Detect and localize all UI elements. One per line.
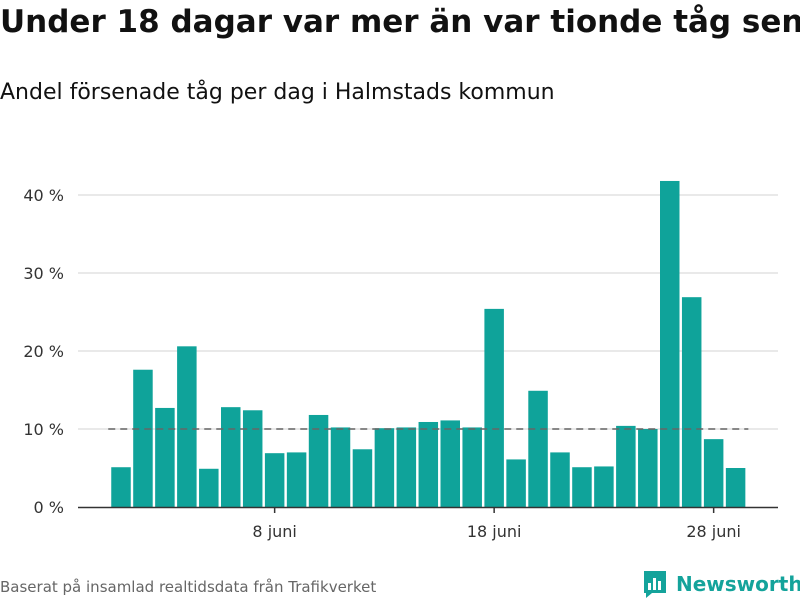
bar[interactable] [681,297,702,507]
x-tick-label: 28 juni [686,522,741,541]
y-tick-label: 20 % [23,342,64,361]
bar[interactable] [725,468,746,507]
bar[interactable] [660,180,680,507]
bar[interactable] [111,467,131,507]
bar[interactable] [199,468,219,507]
bar[interactable] [703,439,724,507]
bar[interactable] [242,410,263,507]
bar[interactable] [506,459,526,507]
bar[interactable] [462,427,482,507]
y-tick-label: 40 % [23,186,64,205]
y-tick-label: 10 % [23,420,64,439]
bar[interactable] [396,427,417,507]
x-axis: 8 juni 18 juni 28 juni [78,506,778,541]
source-note: Baserat på insamlad realtidsdata från Tr… [0,578,377,596]
bar[interactable] [528,390,548,507]
x-tick-label: 8 juni [252,522,296,541]
bar[interactable] [308,414,329,507]
bar[interactable] [440,420,461,507]
brand-logo[interactable]: Newsworthy [642,569,800,599]
bar-chart: 0 % 10 % 20 % 30 % 40 % 8 juni 18 juni 28 juni [23,180,778,541]
bar[interactable] [352,449,373,507]
bar[interactable] [177,346,197,507]
chart-title: Under 18 dagar var mer än var tionde tåg… [0,4,800,40]
y-tick-label: 30 % [23,264,64,283]
bars [111,180,746,507]
bar[interactable] [572,467,592,507]
x-tick-label: 18 juni [467,522,522,541]
bar[interactable] [264,453,285,507]
bar[interactable] [616,425,636,507]
bar[interactable] [484,308,504,507]
bar[interactable] [286,452,307,507]
y-tick-label: 0 % [34,498,64,517]
bar[interactable] [638,429,658,507]
bar[interactable] [374,428,395,507]
bar[interactable] [155,407,175,507]
brand-name: Newsworthy [676,572,800,596]
bar[interactable] [330,427,351,507]
bar[interactable] [550,452,570,507]
bar[interactable] [594,466,614,507]
y-axis-labels: 0 % 10 % 20 % 30 % 40 % [23,186,64,517]
newsworthy-logo-icon [644,571,666,598]
bar[interactable] [133,369,153,507]
chart-subtitle: Andel försenade tåg per dag i Halmstads … [0,80,555,105]
bar[interactable] [221,407,241,507]
bar[interactable] [418,421,439,507]
